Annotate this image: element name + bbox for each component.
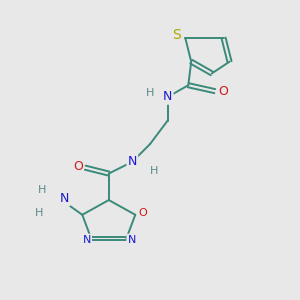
Text: N: N [60, 192, 69, 205]
Text: O: O [219, 85, 229, 98]
Text: N: N [163, 91, 172, 103]
Text: H: H [34, 208, 43, 218]
Text: H: H [34, 208, 43, 218]
Text: N: N [128, 155, 137, 168]
Text: N: N [128, 235, 136, 245]
Text: N: N [128, 235, 136, 245]
Text: N: N [60, 192, 69, 205]
Text: O: O [138, 208, 147, 218]
Text: H: H [146, 88, 154, 98]
Text: S: S [172, 28, 181, 42]
Text: H: H [38, 185, 46, 195]
Text: O: O [73, 160, 83, 173]
Text: H: H [150, 166, 159, 176]
Text: N: N [128, 155, 137, 168]
Text: O: O [219, 85, 229, 98]
Text: N: N [82, 235, 91, 245]
Text: H: H [146, 88, 154, 98]
Text: H: H [150, 166, 159, 176]
Text: N: N [82, 235, 91, 245]
Text: O: O [138, 208, 147, 218]
Text: N: N [163, 91, 172, 103]
Text: S: S [172, 28, 181, 42]
Text: O: O [73, 160, 83, 173]
Text: H: H [38, 185, 46, 195]
